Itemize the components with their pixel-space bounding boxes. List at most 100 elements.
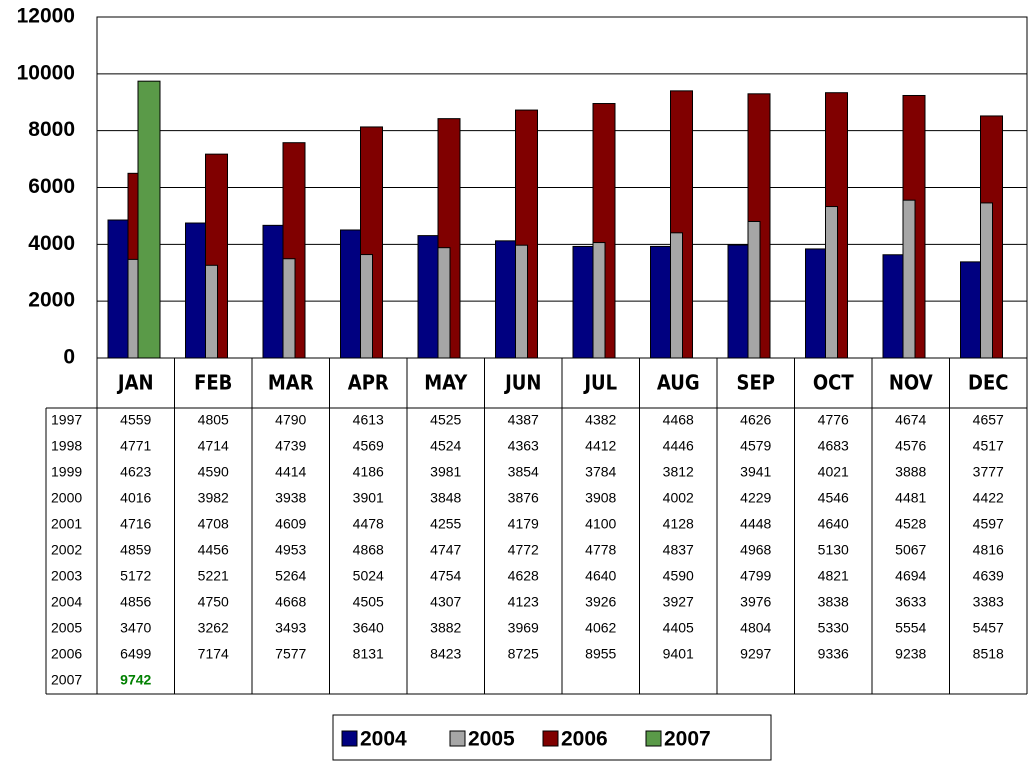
bar: [825, 206, 838, 359]
table-cell: 4716: [120, 516, 151, 532]
table-cell: 4255: [430, 516, 461, 532]
table-cell: 4478: [353, 516, 384, 532]
table-cell: 4708: [198, 516, 229, 532]
table-cell: 9336: [818, 646, 849, 662]
table-cell: 4307: [430, 594, 461, 610]
table-cell: 5172: [120, 568, 151, 584]
bar: [515, 244, 528, 359]
table-cell: 4062: [585, 620, 616, 636]
table-cell: 3633: [895, 594, 926, 610]
table-cell: 4576: [895, 438, 926, 454]
table-cell: 7577: [275, 646, 306, 662]
bar: [882, 254, 906, 359]
bar: [650, 245, 673, 359]
table-cell: 4382: [585, 412, 616, 428]
table-cell: 5067: [895, 542, 926, 558]
bar: [902, 199, 916, 359]
table-cell: 8725: [508, 646, 539, 662]
bar: [205, 264, 218, 359]
bar: [137, 80, 161, 359]
table-cell: 4640: [585, 568, 616, 584]
row-label: 2000: [51, 490, 82, 506]
table-cell: 4626: [740, 412, 771, 428]
y-tick-label: 2000: [28, 289, 75, 312]
table-cell: 4968: [740, 542, 771, 558]
table-cell: 8131: [353, 646, 384, 662]
table-cell: 4683: [818, 438, 849, 454]
table-cell: 4128: [663, 516, 694, 532]
table-cell: 4657: [973, 412, 1004, 428]
x-tick-label: OCT: [813, 371, 854, 395]
table-cell: 4481: [895, 490, 926, 506]
table-cell: 3938: [275, 490, 306, 506]
table-cell: 3848: [430, 490, 461, 506]
table-cell: 5221: [198, 568, 229, 584]
table-cell: 3493: [275, 620, 306, 636]
x-tick-label: AUG: [657, 371, 700, 395]
table-cell: 4609: [275, 516, 306, 532]
table-cell: 5330: [818, 620, 849, 636]
table-cell: 4021: [818, 464, 849, 480]
table-cell: 4456: [198, 542, 229, 558]
table-cell: 8518: [973, 646, 1004, 662]
row-label: 1997: [51, 412, 82, 428]
table-cell: 8423: [430, 646, 461, 662]
table-cell: 4856: [120, 594, 151, 610]
table-cell: 4123: [508, 594, 539, 610]
x-tick-label: MAY: [424, 371, 468, 395]
x-tick-label: JUN: [504, 371, 541, 395]
row-label: 2007: [51, 672, 82, 688]
table-cell: 4517: [973, 438, 1004, 454]
bar: [980, 202, 993, 359]
table-cell: 3812: [663, 464, 694, 480]
table-cell: 4804: [740, 620, 771, 636]
table-cell: 3383: [973, 594, 1004, 610]
table-cell: 4837: [663, 542, 694, 558]
bar: [727, 244, 751, 359]
table-cell: 4754: [430, 568, 461, 584]
table-cell: 3941: [740, 464, 771, 480]
table-cell: 3854: [508, 464, 539, 480]
table-cell: 4546: [818, 490, 849, 506]
x-tick-label: SEP: [737, 371, 775, 395]
table-cell: 3908: [585, 490, 616, 506]
bar: [417, 235, 441, 359]
table-cell: 3976: [740, 594, 771, 610]
table-cell: 7174: [198, 646, 229, 662]
table-cell: 3982: [198, 490, 229, 506]
table-cell: 4387: [508, 412, 539, 428]
table-cell: 3882: [430, 620, 461, 636]
table-cell: 4790: [275, 412, 306, 428]
table-cell: 4859: [120, 542, 151, 558]
y-tick-label: 10000: [17, 61, 75, 84]
table-cell: 4747: [430, 542, 461, 558]
table-cell: 4714: [198, 438, 229, 454]
table-cell: 6499: [120, 646, 151, 662]
bar: [805, 248, 828, 359]
bar: [960, 261, 983, 359]
table-cell: 4771: [120, 438, 151, 454]
x-tick-label: FEB: [194, 371, 232, 395]
table-cell: 4739: [275, 438, 306, 454]
row-label: 2006: [51, 646, 82, 662]
table-cell: 4772: [508, 542, 539, 558]
table-cell: 3640: [353, 620, 384, 636]
bar: [747, 220, 761, 359]
table-cell: 3981: [430, 464, 461, 480]
table-cell: 4412: [585, 438, 616, 454]
y-tick-label: 6000: [28, 175, 75, 198]
table-cell: 4446: [663, 438, 694, 454]
table-cell: 4100: [585, 516, 616, 532]
table-cell: 4640: [818, 516, 849, 532]
table-cell: 3838: [818, 594, 849, 610]
table-cell: 4579: [740, 438, 771, 454]
table-cell: 4405: [663, 620, 694, 636]
table-cell: 4525: [430, 412, 461, 428]
row-label: 1998: [51, 438, 82, 454]
table-cell: 3926: [585, 594, 616, 610]
table-cell: 3901: [353, 490, 384, 506]
table-cell: 4414: [275, 464, 306, 480]
table-cell: 3470: [120, 620, 151, 636]
